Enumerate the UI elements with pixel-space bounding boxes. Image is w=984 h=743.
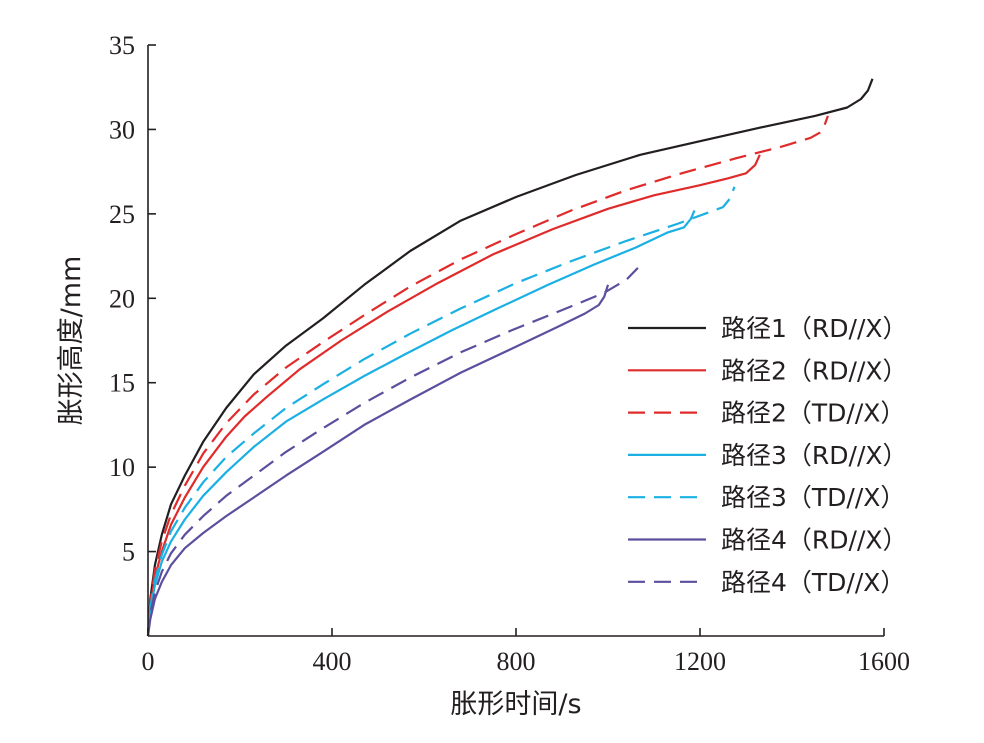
- y-ticks: 5 10 15 20 25 30 35: [109, 31, 156, 567]
- legend-label-2: 路径2（RD//X）: [721, 356, 908, 385]
- y-tick-label: 15: [109, 369, 135, 398]
- series-layer: [146, 78, 874, 637]
- y-tick-label: 20: [109, 284, 135, 313]
- y-tick-label: 25: [109, 200, 135, 229]
- legend-label-4: 路径3（RD//X）: [721, 441, 908, 470]
- x-tick-label: 400: [313, 647, 352, 676]
- x-tick-label: 1200: [674, 647, 726, 676]
- y-axis-label: 胀形高度/mm: [56, 256, 87, 426]
- x-tick-label: 1600: [858, 647, 910, 676]
- y-tick-label: 5: [122, 538, 135, 567]
- y-tick-label: 35: [109, 31, 135, 60]
- series-line-6: [146, 284, 610, 637]
- y-tick-label: 30: [109, 115, 135, 144]
- legend-label-5: 路径3（TD//X）: [721, 483, 905, 512]
- series-line-3: [146, 115, 829, 637]
- series-line-4: [146, 210, 696, 637]
- series-line-7: [146, 267, 639, 637]
- legend-label-6: 路径4（RD//X）: [721, 526, 908, 555]
- series-line-2: [146, 154, 761, 637]
- x-ticks: 0 400 800 1200 1600: [142, 628, 910, 676]
- legend-label-3: 路径2（TD//X）: [721, 399, 905, 428]
- legend-label-7: 路径4（TD//X）: [721, 568, 905, 597]
- series-line-5: [146, 186, 736, 637]
- x-axis-label: 胀形时间/s: [450, 689, 581, 720]
- legend: 路径1（RD//X） 路径2（RD//X） 路径2（TD//X） 路径3（RD//X）…: [628, 314, 908, 597]
- x-tick-label: 800: [497, 647, 536, 676]
- y-tick-label: 10: [109, 453, 135, 482]
- x-tick-label: 0: [142, 647, 155, 676]
- legend-label-1: 路径1（RD//X）: [721, 314, 908, 343]
- series-line-1: [146, 78, 874, 637]
